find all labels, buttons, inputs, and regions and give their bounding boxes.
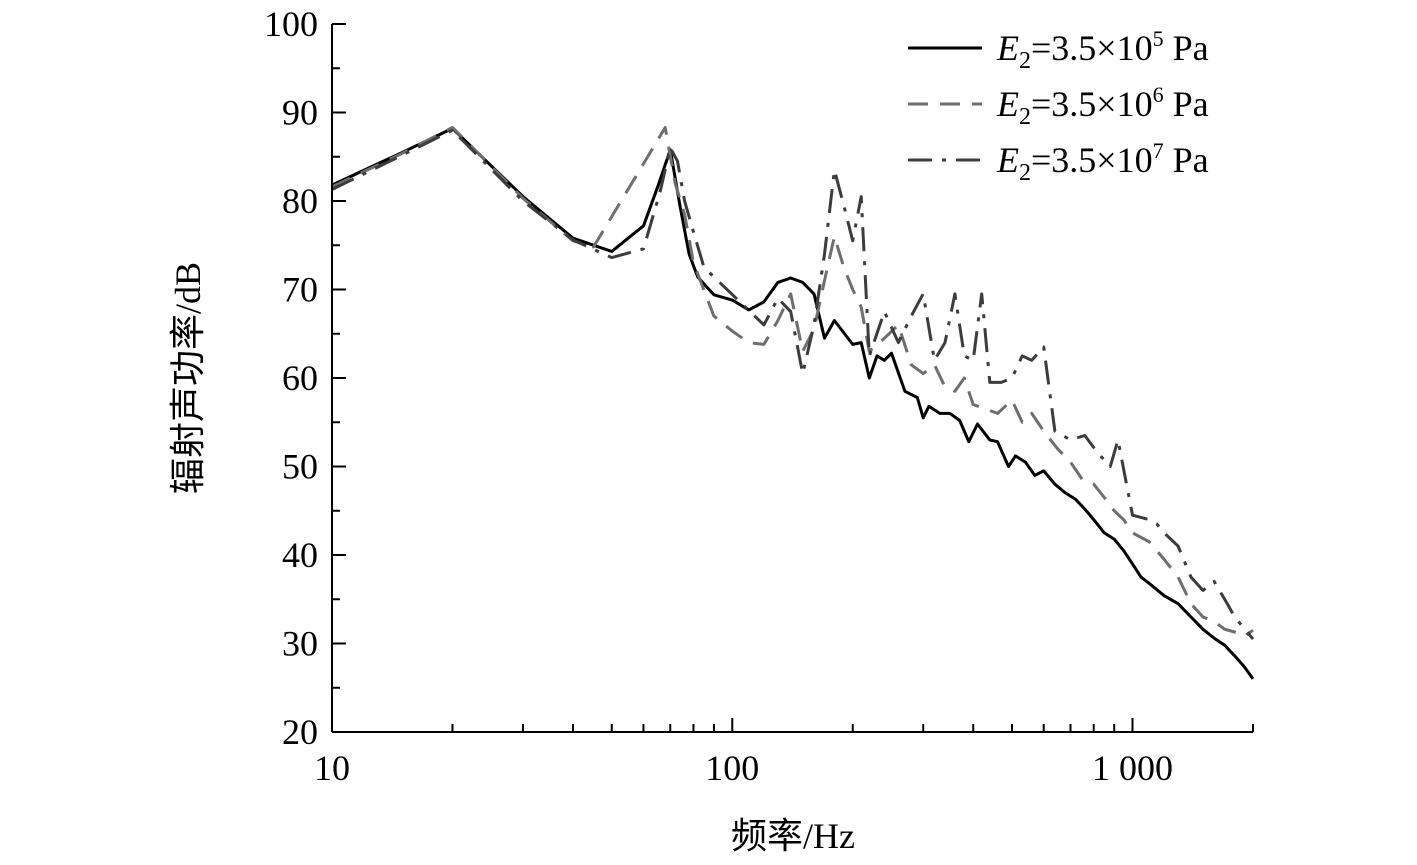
legend-label-2: E2=3.5×106 Pa [996,82,1209,130]
y-tick-label: 40 [282,535,318,575]
legend-label-3: E2=3.5×107 Pa [996,138,1209,186]
y-axis-title: 辐射声功率/dB [168,262,208,494]
series-line-2 [331,126,1254,638]
y-tick-label: 60 [282,358,318,398]
y-tick-label: 90 [282,93,318,133]
series-line-3 [331,128,1255,641]
x-tick-label: 100 [705,748,759,788]
series-line-1 [331,126,1255,680]
y-tick-label: 20 [282,712,318,752]
y-tick-label: 100 [264,4,318,44]
legend: E2=3.5×105 Pa E2=3.5×106 Pa E2=3.5×107 Pa [908,26,1209,186]
y-tick-label: 30 [282,624,318,664]
axes: 20 30 40 50 60 70 80 90 100 10 100 1 000 [264,4,1254,788]
y-tick-label: 80 [282,181,318,221]
x-axis-title: 频率/Hz [731,816,855,856]
plot-lines [331,126,1255,680]
x-tick-label: 1 000 [1092,748,1173,788]
y-tick-label: 50 [282,447,318,487]
x-tick-label: 10 [314,748,350,788]
legend-label-1: E2=3.5×105 Pa [996,26,1209,74]
y-tick-label: 70 [282,270,318,310]
